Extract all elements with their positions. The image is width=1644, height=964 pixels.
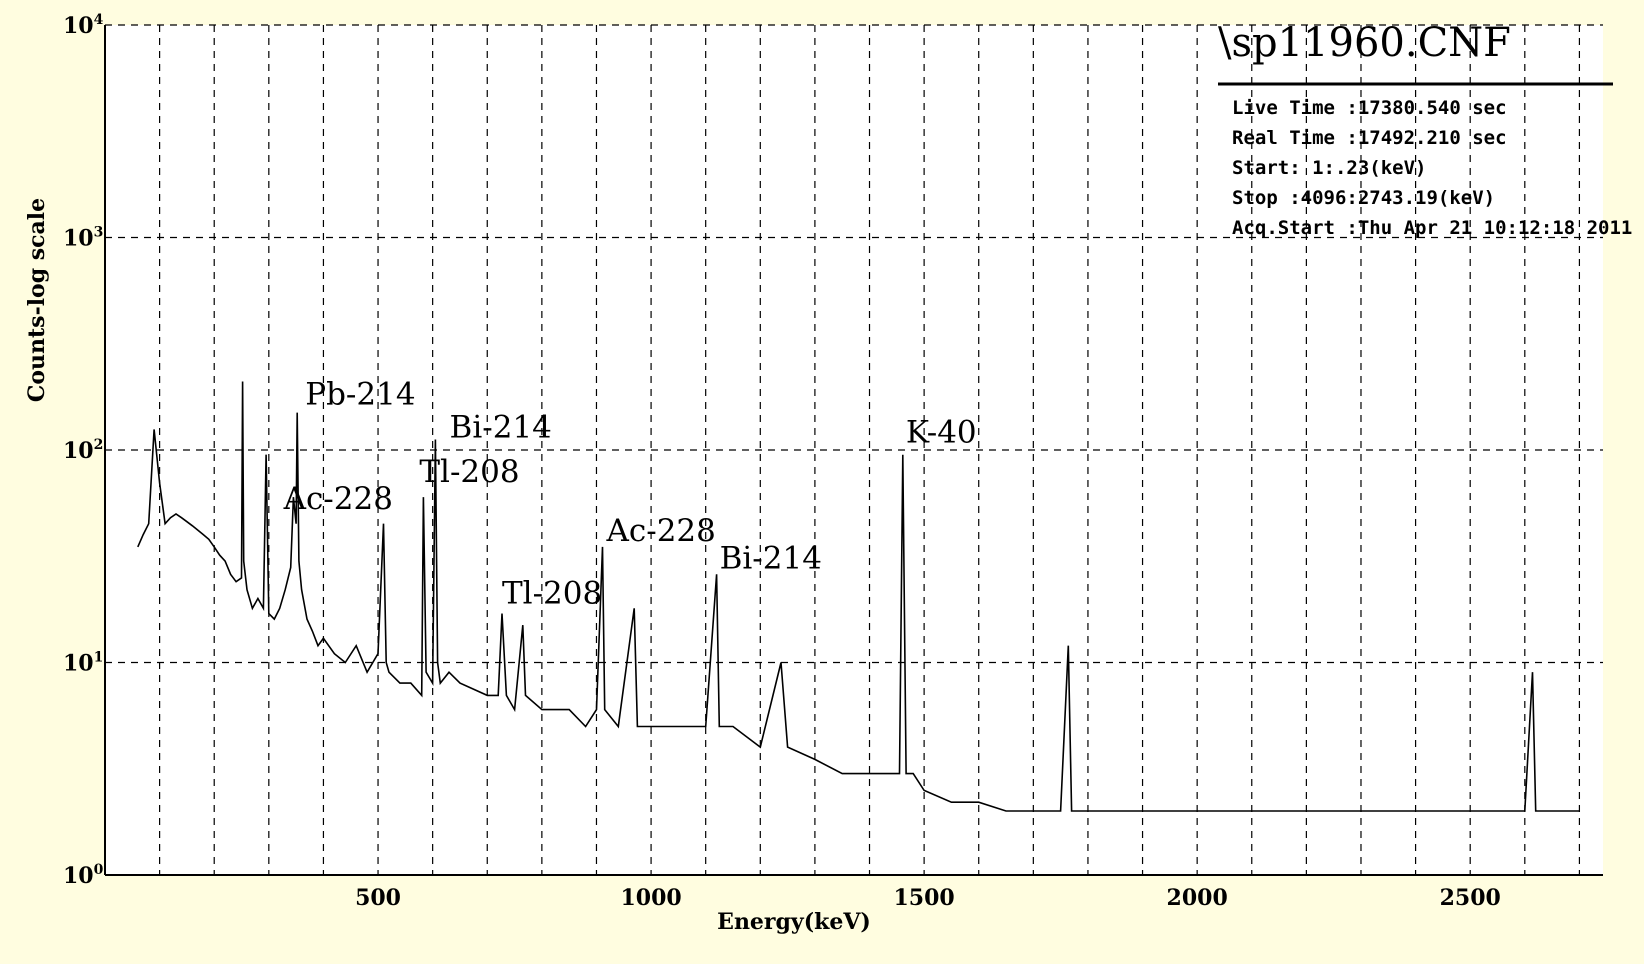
x-tick-label: 1500 xyxy=(894,885,955,911)
info-acq-start: Acq.Start :Thu Apr 21 10:12:18 2011 xyxy=(1232,217,1632,239)
peak-label: Ac-228 xyxy=(283,481,393,517)
y-axis-title: Counts-log scale xyxy=(24,198,50,402)
peak-label: Bi-214 xyxy=(720,540,822,576)
peak-label: Bi-214 xyxy=(450,410,552,446)
x-tick-label: 2000 xyxy=(1167,885,1228,911)
y-tick-label: 101 xyxy=(63,650,103,677)
info-live-time: Live Time :17380.540 sec xyxy=(1232,97,1507,119)
peak-label: Ac-228 xyxy=(605,513,715,549)
info-real-time: Real Time :17492.210 sec xyxy=(1232,127,1507,149)
info-box: \sp11960.CNF Live Time :17380.540 sec Re… xyxy=(1218,20,1632,239)
y-tick-label: 104 xyxy=(63,12,104,39)
peak-label: Pb-214 xyxy=(305,377,415,413)
y-tick-label: 102 xyxy=(63,437,103,464)
x-tick-label: 500 xyxy=(355,885,401,911)
info-start: Start: 1:.23(keV) xyxy=(1232,157,1426,179)
x-tick-label: 2500 xyxy=(1440,885,1501,911)
y-tick-label: 100 xyxy=(63,862,104,889)
axes xyxy=(104,25,1603,876)
peak-label: Tl-208 xyxy=(502,576,602,612)
info-stop: Stop :4096:2743.19(keV) xyxy=(1232,187,1495,209)
y-tick-labels: 100 101 102 103 104 xyxy=(63,12,104,889)
x-tick-label: 1000 xyxy=(620,885,681,911)
file-title: \sp11960.CNF xyxy=(1218,20,1511,66)
grid xyxy=(105,24,1603,875)
y-tick-label: 103 xyxy=(63,225,103,252)
x-axis-title: Energy(keV) xyxy=(717,909,871,935)
peak-label: Tl-208 xyxy=(419,454,519,490)
spectrum-series-line xyxy=(137,381,1580,812)
peak-labels: Pb-214Ac-228Bi-214Tl-208Tl-208Ac-228Bi-2… xyxy=(283,377,977,612)
peak-label: K-40 xyxy=(906,415,977,451)
x-tick-labels: 500 1000 1500 2000 2500 xyxy=(355,885,1501,911)
